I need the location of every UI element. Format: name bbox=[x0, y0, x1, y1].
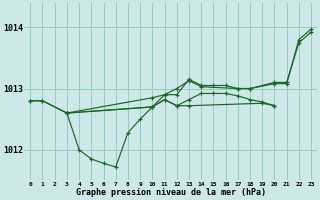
X-axis label: Graphe pression niveau de la mer (hPa): Graphe pression niveau de la mer (hPa) bbox=[76, 188, 266, 197]
